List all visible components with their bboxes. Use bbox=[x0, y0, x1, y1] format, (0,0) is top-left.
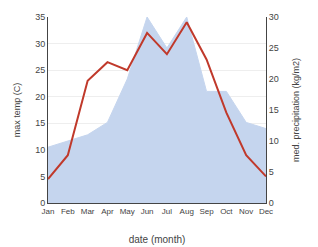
svg-text:15: 15 bbox=[35, 118, 45, 128]
svg-text:15: 15 bbox=[269, 105, 279, 115]
svg-text:Jun: Jun bbox=[141, 207, 154, 216]
svg-text:30: 30 bbox=[35, 39, 45, 49]
svg-text:med. precipitation (kg/m2): med. precipitation (kg/m2) bbox=[291, 58, 301, 162]
svg-text:10: 10 bbox=[35, 145, 45, 155]
svg-text:Jul: Jul bbox=[162, 207, 172, 216]
svg-text:Nov: Nov bbox=[239, 207, 253, 216]
svg-text:5: 5 bbox=[269, 167, 274, 177]
svg-text:max temp (C): max temp (C) bbox=[12, 83, 22, 138]
svg-text:0: 0 bbox=[40, 198, 45, 208]
svg-text:25: 25 bbox=[269, 43, 279, 53]
svg-text:date (month): date (month) bbox=[129, 234, 186, 245]
svg-text:25: 25 bbox=[35, 65, 45, 75]
svg-text:Dec: Dec bbox=[259, 207, 273, 216]
svg-text:Oct: Oct bbox=[220, 207, 233, 216]
svg-text:30: 30 bbox=[269, 12, 279, 22]
svg-text:5: 5 bbox=[40, 172, 45, 182]
svg-text:Apr: Apr bbox=[101, 207, 114, 216]
svg-text:Feb: Feb bbox=[61, 207, 75, 216]
svg-text:Mar: Mar bbox=[81, 207, 95, 216]
svg-text:10: 10 bbox=[269, 136, 279, 146]
svg-text:35: 35 bbox=[35, 12, 45, 22]
svg-text:20: 20 bbox=[269, 74, 279, 84]
svg-text:May: May bbox=[120, 207, 135, 216]
svg-text:0: 0 bbox=[269, 198, 274, 208]
svg-text:20: 20 bbox=[35, 92, 45, 102]
svg-text:Jan: Jan bbox=[42, 207, 55, 216]
svg-text:Sep: Sep bbox=[199, 207, 214, 216]
svg-text:Aug: Aug bbox=[180, 207, 194, 216]
